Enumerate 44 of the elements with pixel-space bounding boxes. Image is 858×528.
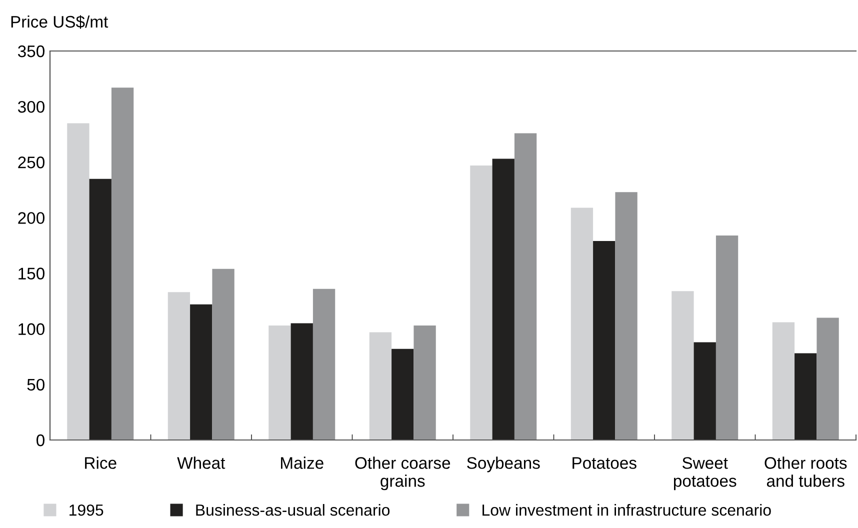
x-tick-label: Other coarse grains: [355, 456, 450, 490]
bar: [312, 288, 336, 440]
bar: [672, 291, 694, 440]
bar: [694, 342, 716, 440]
y-tick-label: 0: [36, 434, 44, 446]
y-tick-label: 150: [18, 268, 44, 280]
bar: [615, 192, 638, 440]
y-tick-label: 100: [18, 323, 44, 336]
y-tick-label: 200: [18, 212, 44, 224]
bar: [369, 332, 392, 440]
bar: [190, 304, 212, 440]
bar: [111, 88, 134, 440]
bar: [593, 241, 616, 440]
y-tick-label: 300: [18, 100, 44, 113]
x-tick-label: Soybeans: [467, 456, 540, 472]
legend-label: 1995: [70, 504, 104, 516]
bar: [67, 123, 90, 440]
bar: [794, 353, 817, 440]
bar: [470, 165, 492, 440]
legend-label: Business-as-usual scenario: [196, 504, 390, 516]
bar: [414, 326, 436, 440]
bar: [268, 326, 291, 440]
x-tick-label: Potatoes: [572, 457, 636, 469]
bar: [89, 178, 112, 440]
y-tick-label: 250: [18, 156, 44, 168]
bar: [816, 318, 839, 440]
bar: [392, 348, 414, 440]
x-tick-label: Maize: [281, 456, 324, 469]
bar: [290, 323, 313, 440]
bar: [570, 208, 594, 440]
x-tick-label: Sweet potatoes: [674, 457, 736, 490]
x-tick-label: Wheat: [177, 456, 226, 469]
bar: [212, 268, 234, 440]
x-tick-label: Other roots and tubers: [764, 456, 847, 487]
y-tick-label: 50: [27, 378, 44, 391]
y-tick-label: 350: [18, 45, 44, 58]
x-tick-label: Rice: [85, 456, 116, 469]
legend-label: Low investment in infrastructure scenario: [482, 504, 771, 516]
y-axis-title: Price US$/mt: [11, 15, 108, 29]
bar: [772, 322, 795, 440]
bar: [716, 235, 738, 440]
bar: [492, 158, 514, 440]
bar: [514, 133, 537, 440]
bar: [168, 292, 190, 440]
